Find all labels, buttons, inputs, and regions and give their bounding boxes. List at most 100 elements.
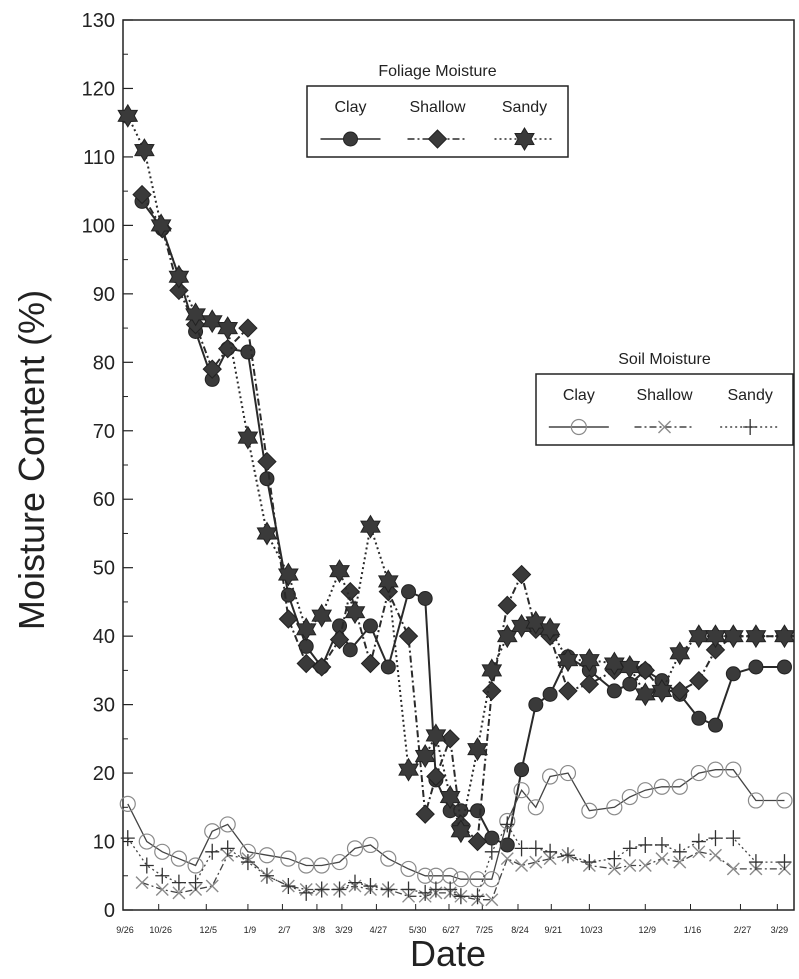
foliage-shallow-point	[511, 564, 532, 585]
y-tick-label: 30	[93, 695, 115, 717]
x-tick-label: 3/29	[335, 925, 353, 935]
foliage-shallow-point	[705, 640, 726, 660]
foliage-shallow-point	[217, 338, 238, 359]
x-tick-label: 9/26	[116, 925, 134, 935]
x-tick-label: 12/5	[200, 925, 218, 935]
soil-sandy-point	[528, 840, 543, 857]
foliage-clay-line	[141, 200, 785, 847]
foliage-sandy-point	[651, 678, 673, 703]
x-tick-label: 3/8	[313, 925, 326, 935]
foliage-clay-point	[342, 642, 358, 658]
foliage-clay-point	[362, 618, 378, 634]
soil-shallow-point	[623, 859, 637, 872]
soil-clay-point	[542, 768, 559, 785]
foliage-clay-point	[725, 666, 741, 682]
foliage-sandy-point	[705, 624, 726, 649]
soil-shallow-point	[135, 876, 149, 890]
foliage-sandy-point	[688, 624, 710, 649]
legend-swatch-marker	[514, 127, 535, 151]
foliage-shallow-point	[689, 670, 709, 691]
soil-clay-point	[187, 857, 204, 874]
soil-sandy-point	[332, 881, 347, 898]
foliage-clay-point	[622, 676, 638, 692]
foliage-sandy-point	[168, 264, 190, 289]
soil-clay-point	[362, 836, 379, 854]
foliage-shallow-point	[238, 318, 258, 338]
foliage-sandy-point	[634, 682, 656, 707]
soil-sandy-point	[500, 816, 515, 833]
foliage-sandy-point	[277, 562, 299, 587]
foliage-sandy-point	[481, 658, 503, 683]
x-tick-label: 10/23	[580, 925, 603, 935]
x-tick-label: 1/16	[684, 925, 702, 935]
foliage-shallow-point	[278, 609, 299, 629]
soil-clay-point	[258, 847, 276, 864]
soil-clay-point	[346, 840, 364, 857]
soil-clay-point	[469, 871, 486, 888]
foliage-shallow-point	[670, 681, 690, 701]
soil-clay-point	[527, 799, 544, 816]
foliage-sandy-point	[525, 610, 547, 635]
soil-clay-point	[776, 792, 793, 809]
soil-sandy-point	[347, 874, 362, 891]
soil-shallow-point	[726, 862, 740, 876]
soil-sandy-point	[120, 830, 135, 847]
foliage-sandy-point	[669, 641, 691, 666]
y-tick-label: 70	[93, 421, 115, 443]
foliage-sandy-point	[745, 624, 767, 649]
soil-sandy-point	[155, 867, 170, 884]
soil-clay-point	[747, 792, 765, 809]
soil-sandy-point	[708, 830, 723, 847]
soil-shallow-point	[172, 886, 186, 900]
y-tick-label: 80	[93, 352, 115, 374]
soil-clay-point	[417, 867, 434, 884]
foliage-sandy-point	[619, 655, 641, 679]
y-tick-label: 110	[83, 147, 115, 169]
soil-shallow-point	[692, 845, 706, 859]
soil-shallow-point	[485, 893, 499, 907]
foliage-shallow-point	[202, 359, 222, 379]
soil-clay-point	[170, 850, 188, 867]
legend-swatch-marker	[570, 418, 587, 436]
soil-sandy-point	[654, 836, 669, 853]
foliage-shallow-point	[482, 681, 502, 701]
soil-clay-point	[637, 782, 654, 799]
foliage-sandy-point	[344, 600, 366, 625]
foliage-sandy-point	[722, 624, 744, 649]
soil-shallow-point	[205, 879, 219, 893]
foliage-clay-point	[401, 584, 417, 600]
foliage-sandy-point	[603, 651, 625, 676]
y-tick-label: 0	[104, 900, 115, 922]
foliage-shallow-point	[329, 629, 350, 650]
series-foliage-clay	[134, 193, 792, 853]
foliage-shallow-line	[141, 194, 785, 844]
soil-sandy-point	[777, 854, 792, 871]
soil-sandy-point	[259, 867, 274, 884]
legend-swatch-marker	[658, 420, 671, 434]
y-tick-label: 100	[82, 215, 115, 237]
foliage-shallow-point	[558, 681, 578, 701]
foliage-clay-point	[259, 471, 275, 487]
soil-sandy-point	[381, 881, 396, 898]
soil-clay-point	[452, 871, 469, 888]
x-tick-label: 2/27	[734, 925, 752, 935]
soil-sandy-point	[622, 840, 637, 857]
soil-clay-point	[313, 857, 330, 874]
foliage-sandy-point	[117, 103, 139, 128]
foliage-clay-point	[691, 710, 707, 726]
soil-clay-point	[280, 850, 297, 867]
soil-sandy-point	[418, 884, 433, 901]
foliage-sandy-point	[150, 213, 172, 238]
soil-sandy-point	[453, 888, 468, 905]
soil-sandy-point	[470, 888, 485, 905]
foliage-clay-point	[606, 683, 622, 699]
x-tick-label: 9/21	[545, 925, 563, 935]
foliage-clay-point	[417, 591, 433, 606]
soil-clay-point	[581, 802, 598, 819]
x-tick-label: 3/29	[771, 925, 789, 935]
foliage-shallow-point	[311, 657, 332, 677]
y-tick-label: 20	[93, 763, 115, 785]
soil-sandy-point	[314, 881, 329, 898]
soil-sandy-point	[220, 840, 235, 857]
x-tick-label: 2/7	[278, 925, 291, 935]
